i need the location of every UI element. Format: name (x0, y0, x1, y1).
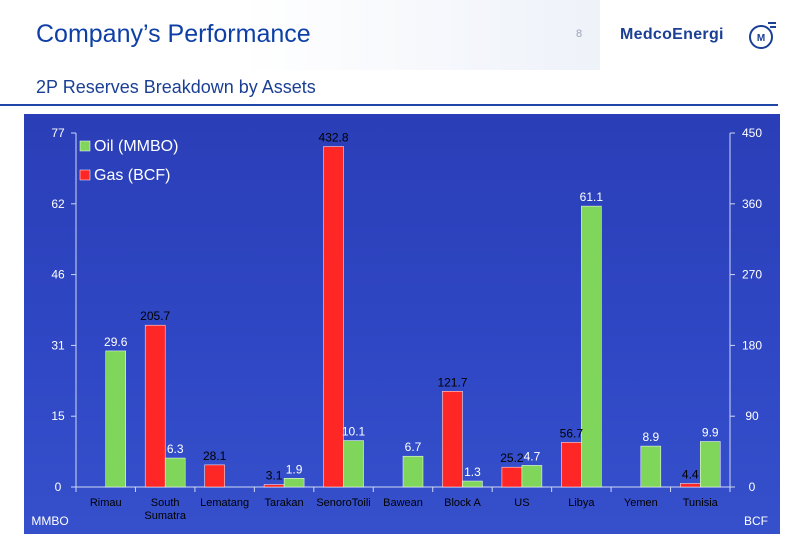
category-label: SenoroToili (316, 497, 370, 509)
gas-value-label: 3.1 (266, 469, 283, 483)
left-tick-label: 31 (51, 338, 65, 352)
gas-value-label: 205.7 (140, 309, 170, 323)
oil-bar (164, 457, 186, 488)
category-label: Yemen (624, 497, 658, 509)
chart-legend: Oil (MMBO) Gas (BCF) (79, 138, 178, 184)
right-tick-label: 360 (742, 197, 762, 211)
oil-value-label: 8.9 (642, 430, 659, 444)
svg-text:M: M (757, 33, 765, 44)
company-logo: MedcoEnergi M (620, 20, 780, 54)
oil-value-label: 1.3 (464, 465, 481, 479)
chart-data-labels: 29.6 205.7 6.3 28.1 3.1 1.9 432.8 10.1 6.7 121.7 1… (104, 131, 719, 483)
legend-swatch (79, 169, 91, 181)
oil-value-label: 4.7 (524, 449, 541, 463)
gas-value-label: 121.7 (437, 375, 467, 389)
oil-value-label: 61.1 (580, 190, 604, 204)
category-label: South (151, 497, 180, 509)
logo-text: MedcoEnergi (620, 26, 724, 43)
gas-bar (501, 466, 523, 488)
oil-value-label: 6.7 (405, 440, 422, 454)
page-number: 8 (576, 28, 583, 40)
gas-bar (680, 483, 701, 488)
category-label: Tarakan (265, 497, 304, 509)
gas-bar (263, 484, 285, 488)
category-label: Block A (444, 497, 481, 509)
category-label: Bawean (383, 497, 423, 509)
oil-bar (640, 445, 662, 488)
oil-value-label: 29.6 (104, 335, 128, 349)
oil-bar (700, 441, 721, 488)
category-label: Tunisia (683, 497, 719, 509)
right-tick-label: 180 (742, 338, 762, 352)
right-tick-label: 0 (749, 480, 756, 494)
chart-axes: 0 15 31 46 62 77 0 90 180 270 360 450 MMBO BCF (31, 126, 768, 528)
gas-bar (204, 464, 225, 488)
left-tick-label: 0 (55, 480, 62, 494)
legend-swatch (79, 140, 91, 152)
category-label: Rimau (90, 497, 122, 509)
right-tick-label: 90 (745, 409, 759, 423)
right-tick-label: 450 (742, 126, 762, 140)
title-bar: Company’s Performance 8 MedcoEnergi M (0, 0, 800, 70)
category-label: US (514, 497, 529, 509)
oil-value-label: 6.3 (167, 442, 184, 456)
gas-bar (442, 391, 463, 488)
gas-bar (144, 324, 166, 488)
medco-logo-icon: M (749, 22, 776, 49)
legend-label: Oil (MMBO) (94, 138, 178, 155)
oil-value-label: 10.1 (342, 425, 366, 439)
divider-rule (0, 104, 778, 106)
oil-bar (343, 440, 364, 488)
oil-bar (105, 350, 126, 488)
gas-value-label: 432.8 (319, 131, 349, 145)
category-label: Lematang (200, 497, 249, 509)
left-axis-unit-label: MMBO (31, 514, 68, 528)
gas-value-label: 4.4 (682, 468, 699, 482)
chart-subtitle: 2P Reserves Breakdown by Assets (36, 77, 316, 97)
gas-value-label: 28.1 (203, 449, 227, 463)
chart-panel: Oil (MMBO) Gas (BCF) 0 15 31 46 62 77 0 90 180 270… (24, 114, 780, 534)
oil-bar (521, 465, 543, 488)
gas-value-label: 25.2 (500, 451, 524, 465)
right-tick-label: 270 (742, 268, 762, 282)
gas-bar (323, 146, 344, 488)
oil-value-label: 9.9 (702, 425, 719, 439)
category-label: Libya (568, 497, 595, 509)
oil-bar (462, 480, 483, 488)
oil-bar (283, 478, 305, 488)
title-bar-gradient (0, 0, 600, 70)
oil-bar (581, 205, 602, 488)
gas-value-label: 56.7 (560, 426, 584, 440)
left-tick-label: 77 (51, 126, 65, 140)
left-tick-label: 46 (51, 268, 65, 282)
left-tick-label: 62 (51, 197, 65, 211)
oil-bar (402, 455, 424, 488)
category-label: Sumatra (144, 510, 186, 522)
oil-value-label: 1.9 (286, 462, 303, 476)
reserves-bar-chart: Oil (MMBO) Gas (BCF) 0 15 31 46 62 77 0 90 180 270… (31, 126, 768, 528)
left-tick-label: 15 (51, 409, 65, 423)
gas-bar (561, 442, 582, 488)
legend-label: Gas (BCF) (94, 167, 170, 184)
right-axis-unit-label: BCF (744, 514, 768, 528)
chart-bars (105, 146, 721, 488)
page-title: Company’s Performance (36, 20, 311, 48)
